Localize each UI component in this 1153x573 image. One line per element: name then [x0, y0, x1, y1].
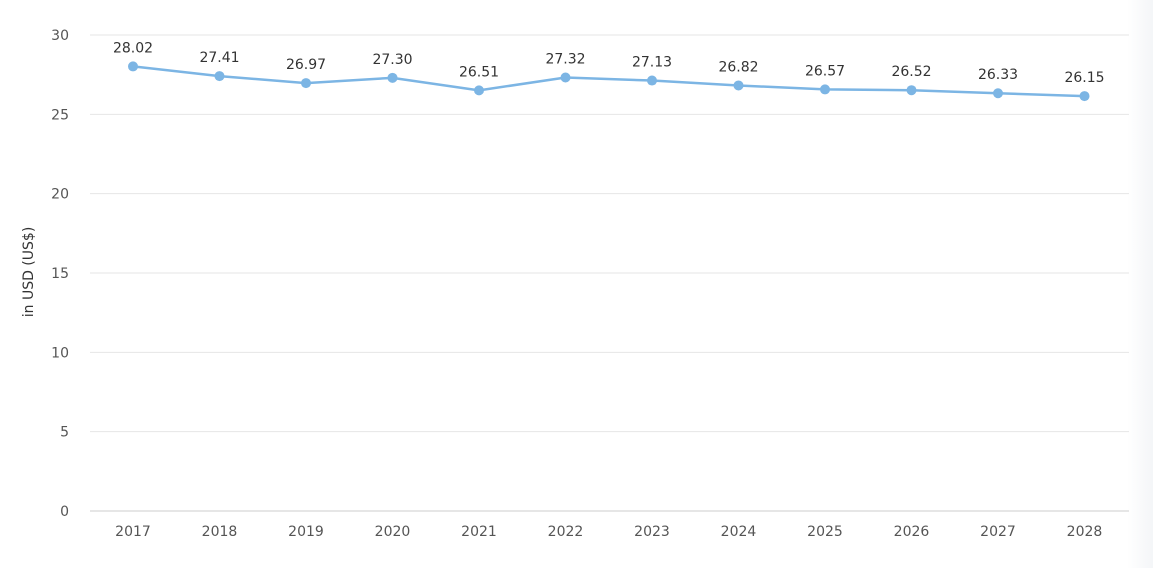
data-point — [993, 88, 1003, 99]
data-point — [128, 61, 138, 72]
x-tick-label: 2021 — [461, 524, 497, 540]
data-label: 28.02 — [113, 40, 153, 56]
x-tick-label: 2022 — [548, 524, 584, 540]
data-label: 27.32 — [545, 52, 585, 68]
data-point — [474, 85, 484, 96]
data-point — [301, 78, 311, 89]
y-axis-ticks: 0 5 10 15 20 25 30 — [51, 28, 69, 520]
right-edge-shade — [1127, 0, 1153, 568]
x-tick-label: 2023 — [634, 524, 670, 540]
data-label: 26.82 — [718, 59, 758, 75]
data-label: 27.41 — [199, 50, 239, 66]
data-point — [820, 84, 830, 95]
y-tick-label: 25 — [51, 107, 69, 123]
x-tick-label: 2020 — [375, 524, 411, 540]
y-tick-label: 0 — [60, 504, 69, 520]
data-point — [906, 85, 917, 96]
data-label: 26.33 — [978, 67, 1018, 83]
data-points — [128, 61, 1090, 102]
x-tick-label: 2025 — [807, 524, 843, 540]
data-labels: 28.02 27.41 26.97 27.30 26.51 27.32 27.13 26.82… — [113, 40, 1105, 86]
data-label: 26.97 — [286, 57, 326, 73]
x-tick-label: 2018 — [202, 524, 238, 540]
data-point — [1079, 91, 1090, 102]
x-axis-ticks: 2017 2018 2019 2020 2021 2022 2023 2024 2025 2026… — [115, 524, 1102, 540]
data-label: 26.52 — [891, 64, 931, 80]
data-point — [387, 72, 398, 83]
x-tick-label: 2027 — [980, 524, 1016, 540]
data-point — [733, 80, 744, 91]
y-tick-label: 10 — [51, 345, 69, 361]
data-point — [214, 71, 225, 82]
series-line-layer — [131, 65, 1086, 98]
data-point — [647, 75, 657, 86]
y-tick-label: 5 — [60, 425, 69, 441]
data-label: 27.30 — [372, 52, 412, 68]
y-tick-label: 15 — [51, 266, 69, 282]
data-point — [560, 72, 571, 83]
x-tick-label: 2026 — [894, 524, 930, 540]
y-axis-title: in USD (US$) — [21, 227, 37, 318]
data-label: 27.13 — [632, 55, 672, 71]
gridlines — [90, 34, 1129, 512]
x-tick-label: 2028 — [1067, 524, 1103, 540]
y-tick-label: 30 — [51, 28, 69, 44]
data-label: 26.51 — [459, 64, 499, 80]
data-label: 26.15 — [1064, 70, 1104, 86]
x-tick-label: 2019 — [288, 524, 324, 540]
series-line — [131, 65, 1086, 98]
x-tick-label: 2024 — [721, 524, 757, 540]
y-tick-label: 20 — [51, 187, 69, 203]
x-tick-label: 2017 — [115, 524, 151, 540]
data-label: 26.57 — [805, 63, 845, 79]
